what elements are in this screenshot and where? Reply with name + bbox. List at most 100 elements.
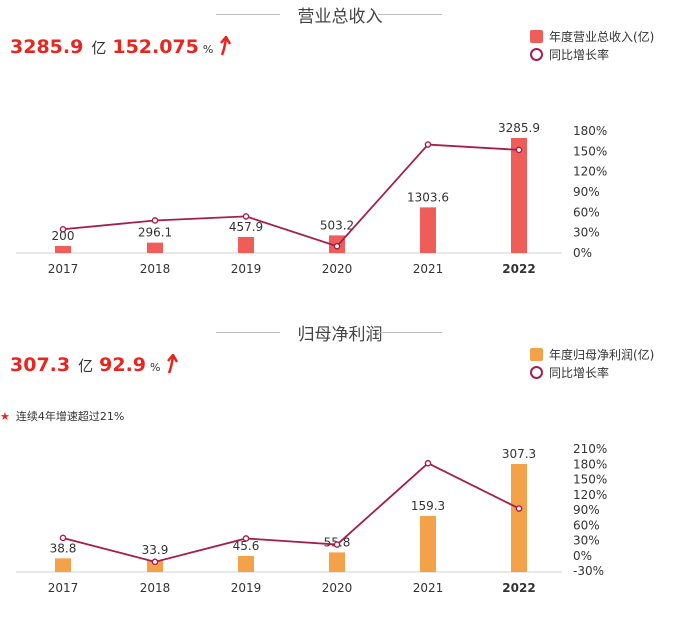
headline-metrics: 3285.9 亿 152.075% (10, 34, 233, 66)
bar-value-label: 3285.9 (498, 121, 540, 135)
y2-tick-label: -30% (573, 564, 604, 578)
legend-item-line: 同比增长率 (530, 46, 654, 64)
x-tick-label: 2022 (502, 262, 535, 276)
bar-2019 (238, 555, 254, 572)
bar-2020 (329, 552, 345, 572)
bar-value-label: 38.8 (50, 541, 77, 555)
bar-value-label: 1303.6 (407, 190, 449, 204)
y2-tick-label: 210% (573, 442, 607, 456)
bar-2022 (511, 138, 527, 253)
highlight-note-text: 连续4年增速超过21% (15, 410, 125, 423)
net-profit-chart-panel: 归母净利润 307.3 亿 92.9% ★ 连续4年增速超过21% 年度归母净利润(亿… (0, 318, 680, 618)
growth-rate-point-2017 (59, 225, 67, 233)
bar-2017 (55, 246, 71, 253)
chart-title: 归母净利润 (297, 325, 383, 345)
bar-2019 (238, 236, 254, 253)
headline-value: 307.3 (10, 354, 71, 376)
headline-growth-unit: % (202, 43, 214, 56)
title-divider-left (216, 332, 280, 333)
legend-label-bar: 年度归母净利润(亿) (549, 348, 655, 362)
y2-tick-label: 90% (573, 503, 600, 517)
growth-rate-point-2019 (242, 213, 250, 220)
growth-rate-point-2020 (333, 242, 341, 250)
headline-unit: 亿 (78, 357, 94, 375)
growth-rate-point-2022 (515, 505, 523, 512)
growth-rate-point-2018 (151, 217, 159, 224)
headline-growth: 92.9 (99, 354, 147, 376)
bar-value-label: 33.9 (142, 543, 169, 557)
x-tick-label: 2021 (413, 581, 444, 595)
headline-metrics: 307.3 亿 92.9% (10, 352, 180, 384)
y2-tick-label: 90% (573, 185, 600, 199)
y2-tick-label: 120% (573, 488, 607, 502)
x-tick-label: 2020 (322, 581, 353, 595)
x-tick-label: 2020 (322, 262, 353, 276)
bar-value-label: 307.3 (502, 447, 536, 461)
y2-tick-label: 0% (573, 246, 592, 260)
x-tick-label: 2017 (48, 262, 79, 276)
highlight-note: ★ 连续4年增速超过21% (0, 408, 124, 424)
legend-item-bar: 年度归母净利润(亿) (530, 346, 654, 364)
star-icon: ★ (0, 410, 10, 423)
growth-rate-point-2017 (59, 534, 67, 542)
x-tick-label: 2018 (140, 262, 171, 276)
legend-swatch-bar (530, 348, 543, 361)
bar-2018 (147, 242, 163, 253)
growth-rate-line (62, 462, 520, 563)
growth-rate-point-2021 (424, 459, 432, 467)
headline-growth-unit: % (150, 361, 161, 374)
bar-2018 (147, 560, 163, 572)
title-divider-left (216, 14, 280, 15)
headline-value: 3285.9 (10, 36, 84, 58)
up-arrow-icon (166, 352, 180, 378)
y2-tick-label: 150% (573, 473, 607, 487)
y2-tick-label: 180% (573, 457, 607, 471)
title-divider-right (378, 14, 442, 15)
bar-value-label: 296.1 (138, 226, 172, 240)
growth-rate-point-2020 (333, 541, 341, 548)
bar-2021 (420, 207, 436, 253)
y2-tick-label: 0% (573, 549, 592, 563)
up-arrow-icon (219, 34, 233, 60)
legend-item-bar: 年度营业总收入(亿) (530, 28, 654, 46)
x-tick-label: 2018 (140, 581, 171, 595)
bar-value-label: 159.3 (411, 499, 445, 513)
y2-tick-label: 60% (573, 205, 600, 219)
title-divider-right (378, 332, 442, 333)
legend-marker-line (530, 48, 543, 61)
x-tick-label: 2021 (413, 262, 444, 276)
legend-label-bar: 年度营业总收入(亿) (549, 30, 655, 44)
bar-value-label: 457.9 (229, 220, 263, 234)
net-profit-bar-line-chart: 210%180% 150%120%90%60% 30%0%-30% 38.8 2017 3… (16, 442, 607, 595)
y2-tick-label: 60% (573, 518, 600, 532)
legend-swatch-bar (530, 30, 543, 43)
growth-rate-point-2022 (515, 146, 523, 154)
bar-value-label: 200 (52, 229, 75, 243)
growth-rate-point-2021 (424, 141, 432, 148)
bar-value-label: 45.6 (233, 539, 260, 553)
chart-legend: 年度归母净利润(亿) 同比增长率 (530, 346, 654, 382)
revenue-chart-panel: 营业总收入 3285.9 亿 152.075% 年度营业总收入(亿) 同比增长率 1… (0, 0, 680, 300)
y2-tick-label: 120% (573, 165, 607, 179)
x-tick-label: 2017 (48, 581, 79, 595)
chart-legend: 年度营业总收入(亿) 同比增长率 (530, 28, 654, 64)
revenue-bar-line-chart: 180% 150% 120% 90% 60% 30% 0% 200 2017 296.1 2018 4… (16, 121, 607, 276)
legend-label-line: 同比增长率 (549, 366, 610, 380)
x-tick-label: 2019 (231, 262, 262, 276)
x-tick-label: 2019 (231, 581, 262, 595)
growth-rate-line (62, 143, 520, 248)
chart-title-area: 归母净利润 (0, 320, 680, 345)
chart-title: 营业总收入 (297, 7, 383, 27)
y2-tick-label: 180% (573, 124, 607, 138)
growth-rate-point-2018 (151, 558, 159, 566)
headline-unit: 亿 (91, 39, 107, 57)
chart-title-area: 营业总收入 (0, 2, 680, 27)
bar-2021 (420, 516, 436, 572)
legend-label-line: 同比增长率 (549, 48, 610, 62)
y2-tick-label: 150% (573, 144, 607, 158)
growth-rate-point-2019 (242, 535, 250, 542)
bar-value-label: 503.2 (320, 218, 354, 232)
legend-marker-line (530, 366, 543, 379)
x-tick-label: 2022 (502, 581, 535, 595)
y2-tick-label: 30% (573, 534, 600, 548)
